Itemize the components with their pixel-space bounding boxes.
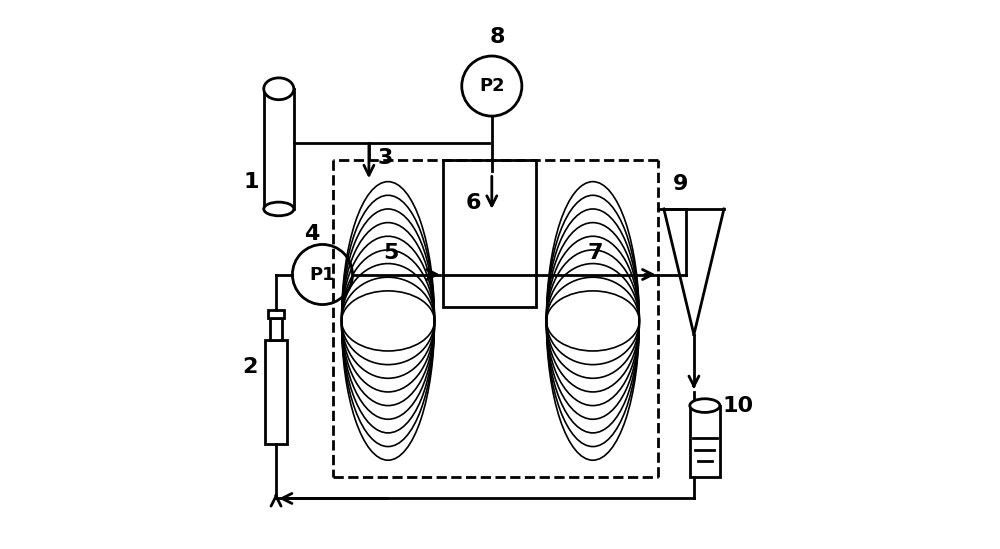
Bar xyxy=(270,318,282,340)
Text: 6: 6 xyxy=(465,193,481,214)
Text: 7: 7 xyxy=(588,243,603,262)
Bar xyxy=(443,160,536,307)
Ellipse shape xyxy=(264,202,294,216)
Text: 5: 5 xyxy=(383,243,398,262)
Text: P2: P2 xyxy=(479,77,505,95)
Ellipse shape xyxy=(264,78,294,100)
Text: 3: 3 xyxy=(377,148,392,169)
Text: 9: 9 xyxy=(673,175,688,194)
Text: P1: P1 xyxy=(310,266,335,283)
Text: 8: 8 xyxy=(490,27,505,47)
Ellipse shape xyxy=(690,399,720,412)
Text: 10: 10 xyxy=(722,396,753,416)
Text: 4: 4 xyxy=(304,223,319,244)
Text: 2: 2 xyxy=(243,357,258,377)
Bar xyxy=(265,340,287,444)
Circle shape xyxy=(462,56,522,116)
Bar xyxy=(264,89,294,209)
Circle shape xyxy=(292,244,353,305)
Bar xyxy=(690,406,720,477)
Text: 1: 1 xyxy=(244,172,259,192)
Bar xyxy=(268,310,284,318)
